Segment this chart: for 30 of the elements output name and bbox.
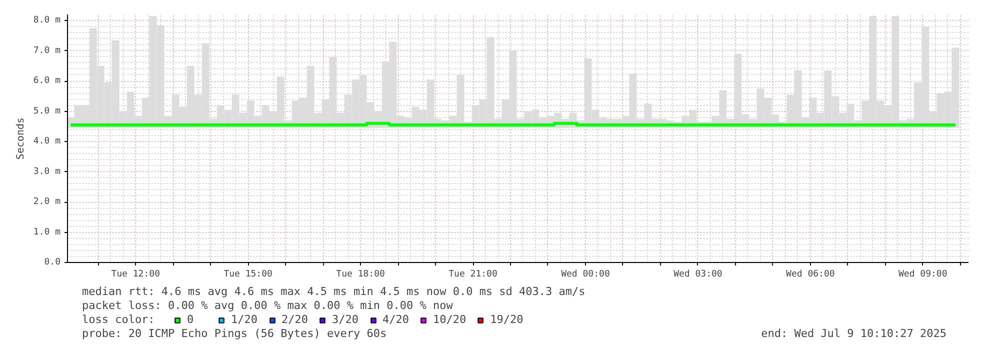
y-tick-label: 6.0 m — [33, 76, 60, 86]
y-tick-label: 0.0 — [44, 258, 61, 268]
y-tick-label: 1.0 m — [33, 227, 60, 238]
legend-label: 3/20 — [332, 313, 358, 326]
y-axis-title: Seconds — [15, 117, 26, 160]
x-tick-label: Wed 09:00 — [898, 270, 948, 280]
x-tick-label: Tue 12:00 — [111, 270, 160, 280]
y-tick-label: 3.0 m — [33, 166, 60, 177]
y-tick-label: 2.0 m — [33, 197, 60, 208]
legend-label: 0 — [187, 313, 195, 326]
legend-label: 2/20 — [282, 313, 308, 326]
text: packet loss: 0.00 % avg 0.00 % max 0.00 % min 0.00 % now — [82, 299, 454, 312]
legend-title: loss color: — [82, 313, 155, 326]
y-tick-label: 7.0 m — [33, 46, 60, 56]
x-tick-label: Wed 03:00 — [674, 270, 722, 280]
x-tick-label: Tue 15:00 — [224, 270, 272, 280]
x-tick-label: Tue 18:00 — [336, 270, 385, 280]
legend-label: 1/20 — [231, 313, 258, 326]
legend-label: 10/20 — [433, 313, 466, 326]
y-tick-label: 8.0 m — [33, 16, 60, 26]
x-tick-label: Wed 06:00 — [786, 270, 835, 280]
text: median rtt: 4.6 ms avg 4.6 ms max 4.5 ms min 4.5 ms now 0.0 ms sd 403.3 am/s — [82, 285, 586, 298]
y-tick-label: 4.0 m — [33, 136, 60, 147]
text: probe: 20 ICMP Echo Pings (56 Bytes) every 60s — [82, 327, 387, 340]
x-tick-label: Tue 21:00 — [448, 270, 498, 280]
y-tick-label: 5.0 m — [33, 106, 60, 116]
x-tick-label: Wed 00:00 — [561, 270, 610, 280]
text: end: Wed Jul 9 10:10:27 2025 — [761, 327, 947, 340]
legend-label: 19/20 — [490, 313, 524, 326]
legend-label: 4/20 — [382, 313, 409, 326]
